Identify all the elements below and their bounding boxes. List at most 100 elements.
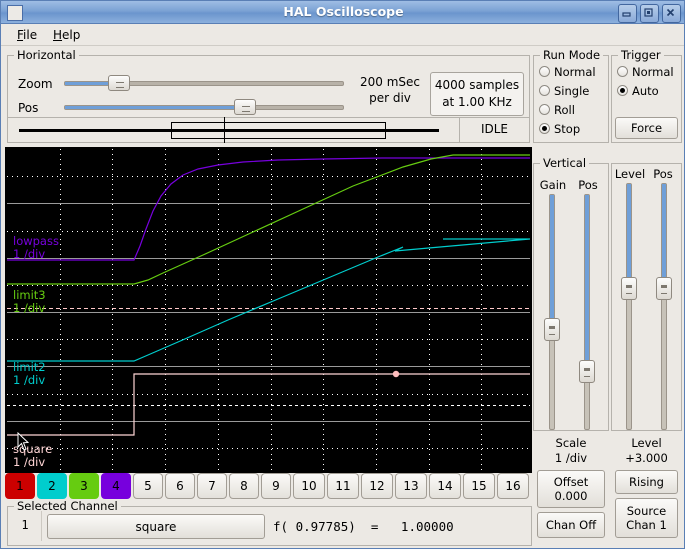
window-menu-icon[interactable] [7, 5, 23, 21]
channel-button-11[interactable]: 11 [327, 473, 359, 499]
scope-label-name: lowpass [13, 234, 59, 248]
trigger-pos-fill [662, 184, 666, 289]
pos-slider-fill [65, 106, 246, 109]
trigger-level-caption: Level [614, 167, 646, 181]
channel-button-label: 3 [80, 479, 88, 493]
trigger-level-slider[interactable] [621, 183, 637, 430]
trigger-level-fill [627, 184, 631, 289]
scope-label-name: limit2 [13, 360, 46, 374]
scope-grid [7, 149, 530, 471]
vertical-pos-slider[interactable] [579, 194, 595, 430]
horizontal-panel-label: Horizontal [14, 48, 79, 62]
zoom-slider-trough [64, 81, 344, 86]
maximize-icon[interactable] [640, 4, 659, 23]
channel-button-1[interactable]: 1 [5, 473, 35, 499]
vertical-gain-knob[interactable] [544, 317, 560, 341]
sample-rate-readout[interactable]: 4000 samples at 1.00 KHz [430, 72, 524, 116]
channel-button-7[interactable]: 7 [197, 473, 227, 499]
vertical-pos-knob[interactable] [579, 360, 595, 384]
signal-value-readout: f( 0.97785) = 1.00000 [273, 519, 454, 534]
channel-button-label: 1 [16, 479, 24, 493]
horizontal-pos-slider[interactable] [64, 99, 344, 115]
run-mode-option-single[interactable]: Single [539, 83, 589, 99]
channel-button-label: 10 [301, 479, 317, 493]
run-mode-option-normal[interactable]: Normal [539, 64, 596, 80]
trigger-option-normal[interactable]: Normal [617, 64, 674, 80]
channel-button-13[interactable]: 13 [395, 473, 427, 499]
channel-button-15[interactable]: 15 [463, 473, 495, 499]
channel-button-label: 16 [505, 479, 521, 493]
channel-button-label: 8 [240, 479, 248, 493]
run-mode-option-stop[interactable]: Stop [539, 121, 580, 137]
zoom-slider-knob[interactable] [107, 75, 130, 91]
mouse-cursor-icon [17, 432, 29, 451]
trigger-level-knob[interactable] [621, 277, 637, 301]
trace-marker-dot[interactable] [392, 370, 400, 378]
run-mode-label: Run Mode [540, 48, 604, 62]
pos-slider-knob[interactable] [234, 99, 257, 115]
minimize-icon[interactable] [618, 4, 637, 23]
trigger-pos-knob[interactable] [656, 277, 672, 301]
run-mode-option-normal-label: Normal [554, 65, 596, 79]
scope-label-units: 1 /div [13, 455, 46, 469]
trigger-pos-slider[interactable] [656, 183, 672, 430]
channel-button-16[interactable]: 16 [497, 473, 529, 499]
channel-button-label: 5 [144, 479, 152, 493]
channel-button-4[interactable]: 4 [101, 473, 131, 499]
offset-button[interactable]: Offset 0.000 [537, 470, 605, 508]
selected-channel-number: 1 [21, 518, 29, 532]
channel-button-5[interactable]: 5 [133, 473, 163, 499]
force-trigger-button[interactable]: Force [615, 117, 678, 139]
channel-button-10[interactable]: 10 [293, 473, 325, 499]
buffer-line [19, 129, 439, 132]
trace-limit2 [7, 238, 530, 362]
channel-button-6[interactable]: 6 [165, 473, 195, 499]
horizontal-position-bar[interactable] [7, 117, 459, 143]
channel-button-9[interactable]: 9 [261, 473, 291, 499]
trigger-option-auto-label: Auto [632, 84, 659, 98]
trigger-panel-label: Trigger [618, 48, 664, 62]
trigger-edge-label: Rising [629, 474, 664, 489]
scope-traces [7, 154, 530, 436]
horizontal-zoom-slider[interactable] [64, 75, 344, 91]
channel-button-8[interactable]: 8 [229, 473, 259, 499]
channel-button-12[interactable]: 12 [361, 473, 393, 499]
run-mode-option-stop-label: Stop [554, 122, 581, 136]
trigger-level-readout: Level +3.000 [611, 436, 682, 466]
offset-value: 0.000 [554, 489, 588, 503]
channel-button-label: 14 [437, 479, 453, 493]
menu-item-file[interactable]: File [17, 28, 38, 42]
close-icon[interactable] [662, 4, 681, 23]
trigger-edge-button[interactable]: Rising [615, 470, 678, 494]
chan-off-button[interactable]: Chan Off [537, 512, 605, 538]
channel-button-label: 7 [208, 479, 216, 493]
vertical-scale-readout: Scale 1 /div [533, 436, 609, 466]
channel-button-14[interactable]: 14 [429, 473, 461, 499]
selected-channel-panel: Selected Channel [7, 499, 532, 546]
timebase-line2: per div [369, 91, 411, 105]
force-trigger-label: Force [630, 120, 663, 135]
radio-icon [617, 66, 628, 77]
channel-button-label: 9 [272, 479, 280, 493]
horizontal-position-bar-frame [7, 117, 530, 143]
run-mode-option-single-label: Single [554, 84, 590, 98]
scope-display[interactable]: lowpass 1 /div limit3 1 /div limit2 1 /div squ… [5, 147, 532, 473]
signal-source-button[interactable]: square [47, 514, 265, 539]
channel-button-3[interactable]: 3 [69, 473, 99, 499]
radio-icon [617, 85, 628, 96]
trigger-source-button[interactable]: Source Chan 1 [615, 498, 678, 538]
radio-icon [539, 123, 550, 134]
selected-channel-divider [41, 511, 42, 541]
menu-item-help[interactable]: Help [53, 28, 81, 42]
channel-button-2[interactable]: 2 [37, 473, 67, 499]
channel-button-label: 4 [112, 479, 120, 493]
channel-button-label: 6 [176, 479, 184, 493]
chan-off-label: Chan Off [545, 517, 597, 532]
channel-button-label: 15 [471, 479, 487, 493]
view-window-box[interactable] [171, 122, 386, 139]
vertical-gain-slider[interactable] [544, 194, 560, 430]
run-mode-option-roll[interactable]: Roll [539, 102, 575, 118]
trigger-option-auto[interactable]: Auto [617, 83, 659, 99]
channel-button-row: 1 2 3 4 5 6 7 8 9 10 11 12 13 14 15 16 [5, 473, 532, 501]
scope-label-units: 1 /div [13, 247, 46, 261]
